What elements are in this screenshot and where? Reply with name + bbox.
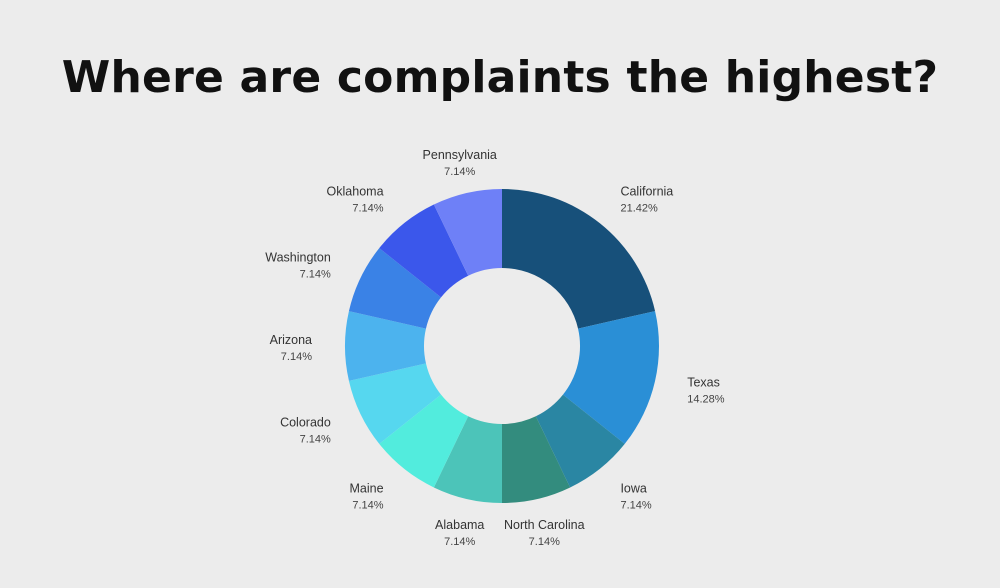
slice-value-pennsylvania: 7.14% [444, 166, 475, 178]
slice-value-maine: 7.14% [352, 500, 383, 512]
slice-value-california: 21.42% [620, 202, 658, 214]
slice-washington [348, 248, 442, 329]
slice-label-alabama: Alabama [435, 518, 484, 532]
donut-slices [345, 189, 659, 503]
slice-iowa [535, 394, 625, 488]
slice-value-washington: 7.14% [300, 269, 331, 281]
slice-value-alabama: 7.14% [444, 536, 475, 548]
slice-alabama [433, 416, 502, 503]
slice-value-texas: 14.28% [687, 393, 725, 405]
slice-value-north-carolina: 7.14% [529, 536, 560, 548]
slice-california [502, 189, 656, 329]
slice-labels: California 21.42% Texas 14.28% Iowa 7.14% Nort… [265, 148, 724, 548]
slice-value-iowa: 7.14% [620, 500, 651, 512]
slice-maine [379, 394, 469, 488]
slice-label-colorado: Colorado [280, 415, 331, 429]
slice-north-carolina [502, 416, 571, 503]
slice-label-iowa: Iowa [620, 482, 646, 496]
slice-colorado [348, 363, 442, 444]
slice-label-california: California [620, 184, 673, 198]
slice-label-pennsylvania: Pennsylvania [423, 148, 497, 162]
slice-label-maine: Maine [349, 482, 383, 496]
slice-label-washington: Washington [265, 251, 331, 265]
slice-texas [562, 311, 659, 444]
slice-label-oklahoma: Oklahoma [327, 184, 384, 198]
slice-value-arizona: 7.14% [281, 351, 312, 363]
slice-label-arizona: Arizona [270, 333, 312, 347]
slice-value-oklahoma: 7.14% [352, 202, 383, 214]
slice-arizona [345, 311, 426, 381]
slice-label-texas: Texas [687, 375, 720, 389]
slice-label-north-carolina: North Carolina [504, 518, 585, 532]
slice-oklahoma [379, 204, 469, 298]
slice-value-colorado: 7.14% [300, 433, 331, 445]
chart-title: Where are complaints the highest? [61, 52, 939, 103]
slice-pennsylvania [433, 189, 502, 276]
